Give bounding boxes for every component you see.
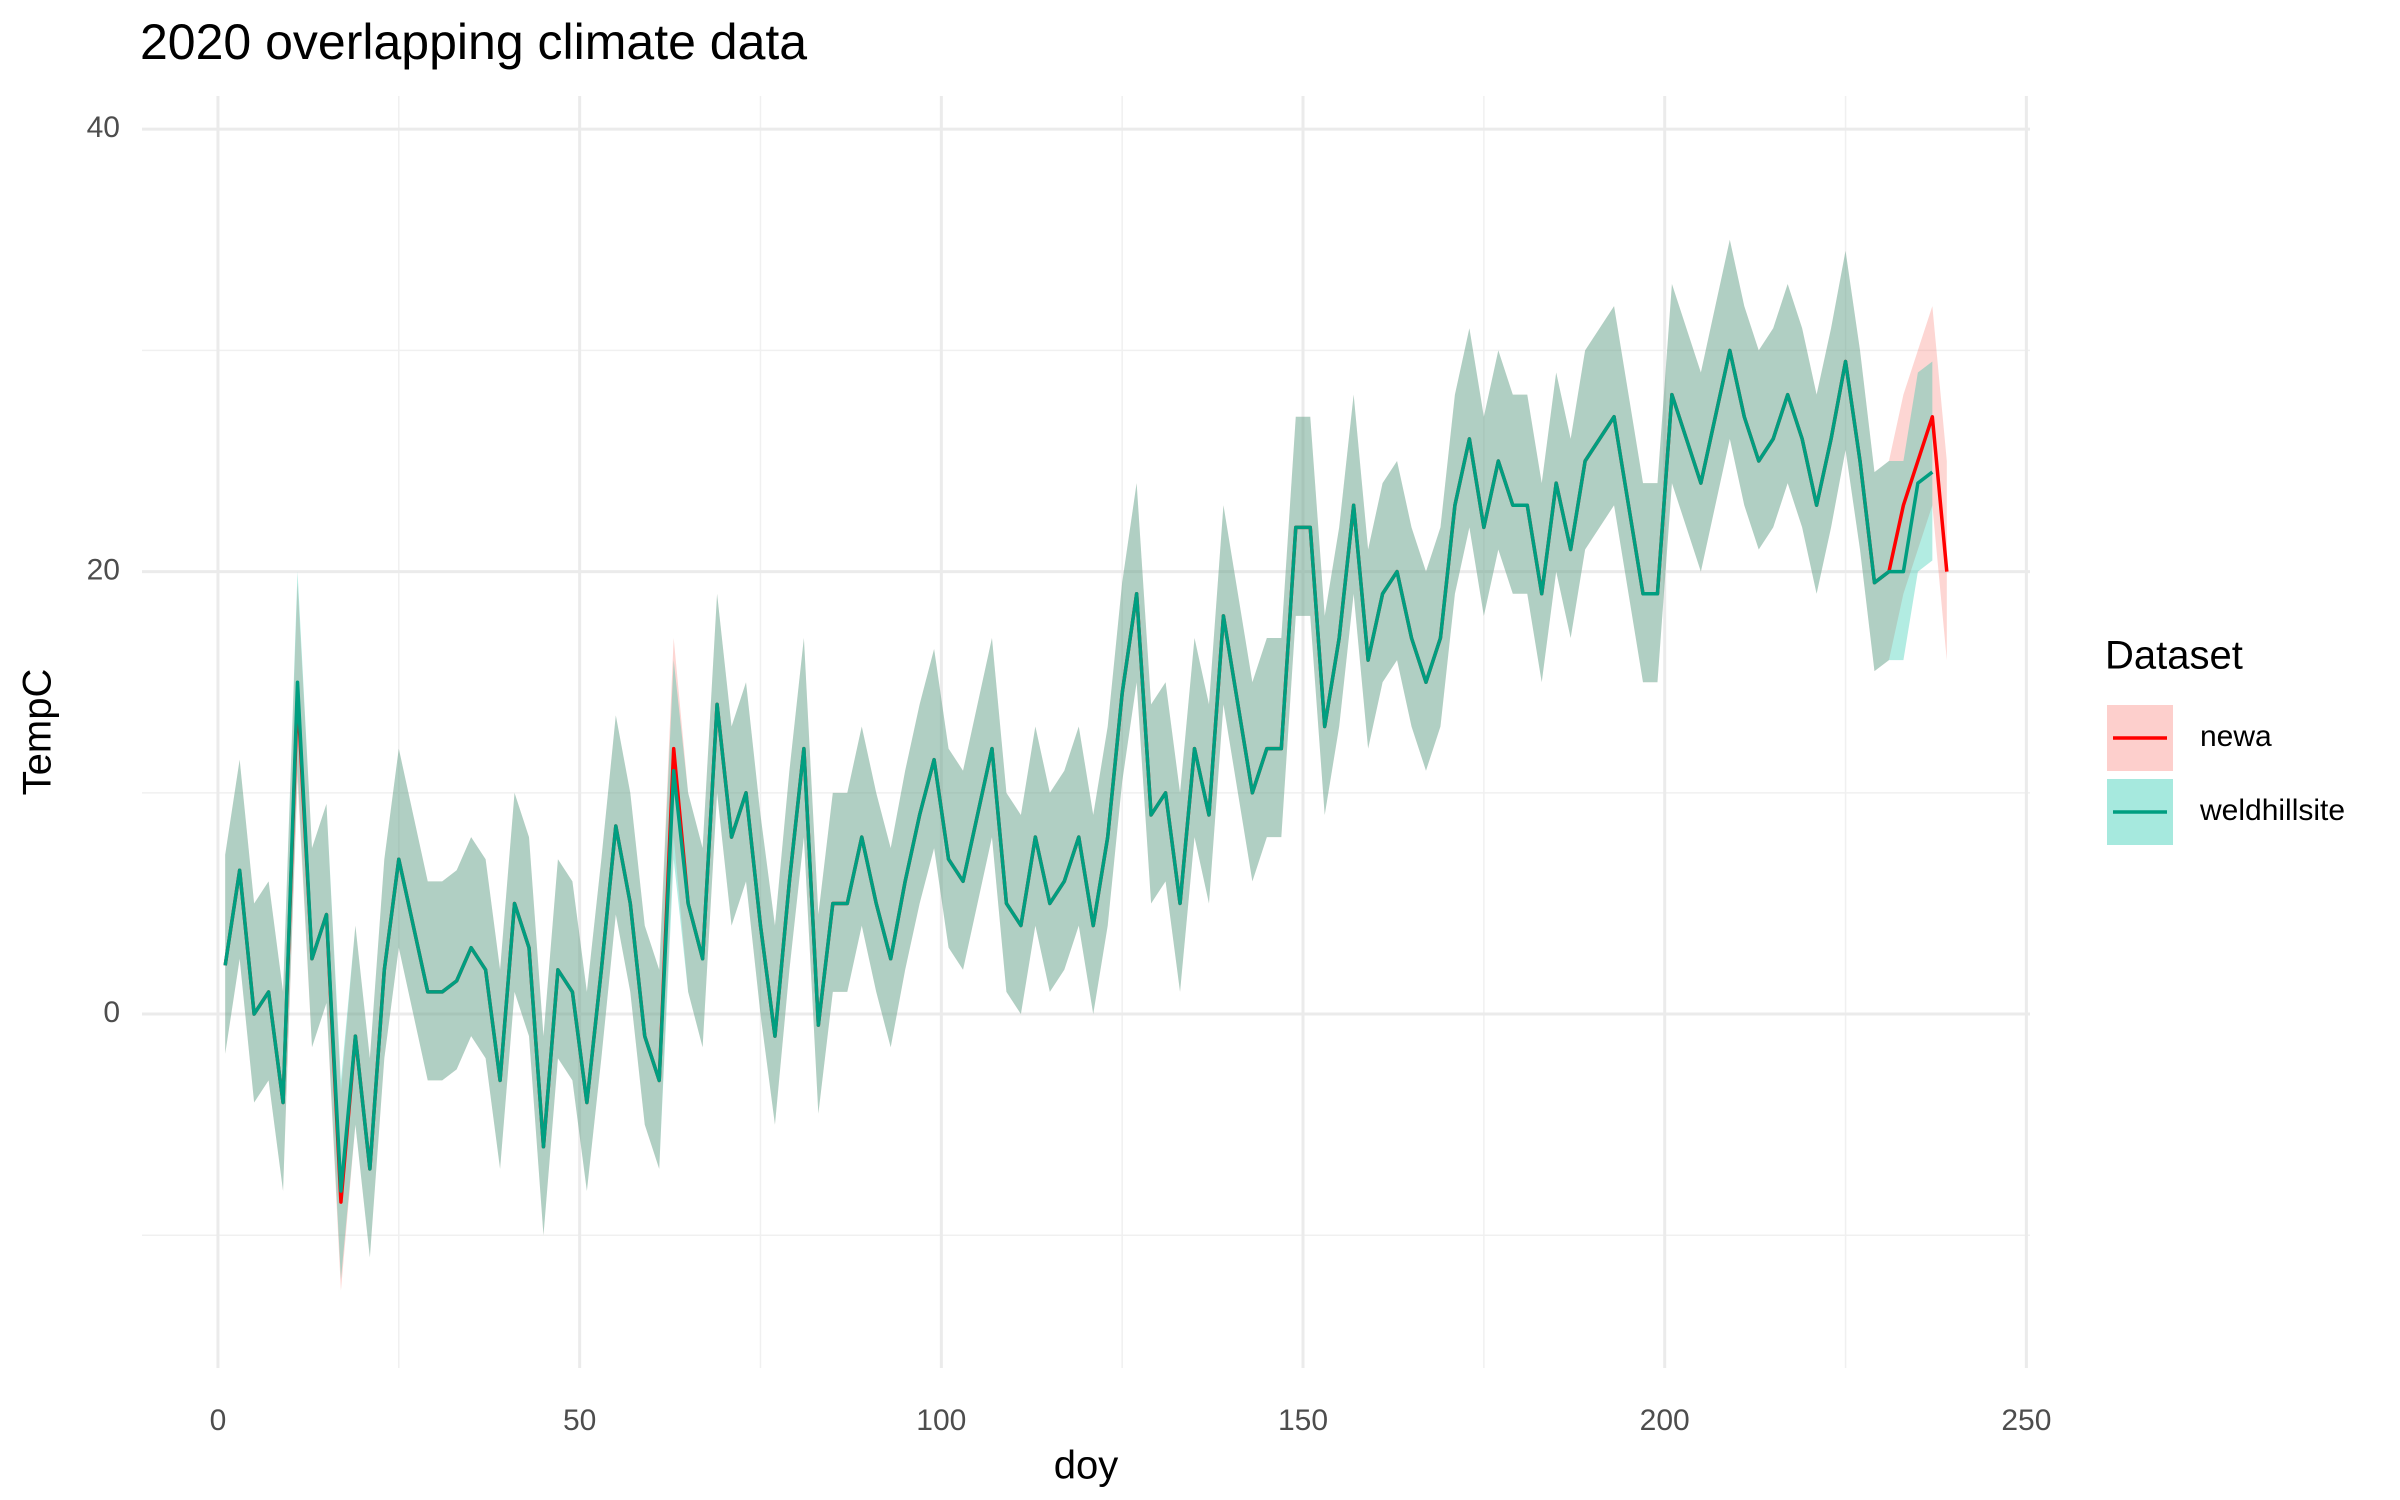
legend-title: Dataset	[2105, 634, 2243, 678]
series-line	[223, 348, 1934, 1193]
y-axis-title: TempC	[16, 669, 60, 796]
grid	[142, 96, 2030, 1368]
x-tick-label: 0	[210, 1404, 227, 1437]
y-tick-label: 40	[87, 111, 120, 144]
y-tick-label: 0	[103, 996, 120, 1029]
legend-label: weldhillsite	[2199, 794, 2345, 827]
x-tick-label: 100	[916, 1404, 966, 1437]
y-tick-label: 20	[87, 554, 120, 587]
x-axis-title: doy	[1054, 1444, 1119, 1488]
legend-label: newa	[2200, 720, 2272, 753]
ribbon	[225, 239, 1947, 1291]
chart-title: 2020 overlapping climate data	[140, 14, 807, 70]
x-tick-label: 50	[563, 1404, 596, 1437]
x-tick-label: 150	[1278, 1404, 1328, 1437]
ribbon	[225, 239, 1933, 1280]
x-tick-label: 250	[2001, 1404, 2051, 1437]
x-tick-label: 200	[1640, 1404, 1690, 1437]
